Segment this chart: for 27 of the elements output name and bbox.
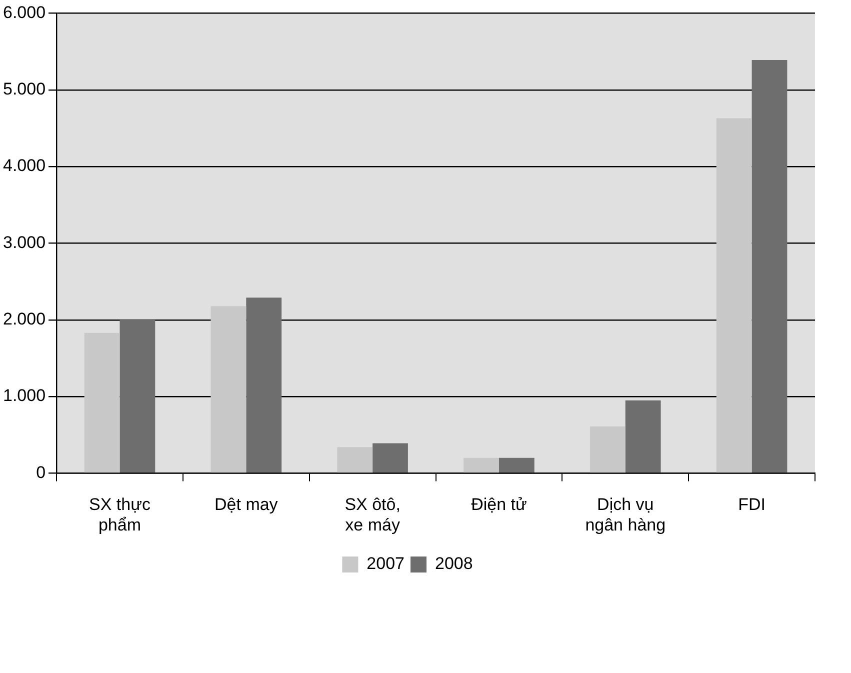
bar (464, 458, 499, 473)
bar (210, 306, 246, 473)
bar (498, 458, 534, 473)
x-tick-label: SX ôtô, xe máy (344, 495, 400, 534)
y-tick-label: 3.000 (2, 232, 46, 252)
x-tick-label: Điện tử (471, 495, 527, 514)
y-tick-label: 1.000 (2, 386, 46, 406)
bar (590, 426, 626, 473)
y-tick-label: 5.000 (2, 80, 46, 99)
bar (372, 443, 408, 473)
bar (337, 447, 373, 473)
bar (246, 298, 282, 473)
bar (120, 319, 156, 473)
y-tick-label: 4.000 (2, 156, 46, 176)
y-tick-label: 2.000 (2, 310, 46, 329)
bar (752, 60, 788, 473)
bar (625, 400, 661, 473)
legend-label: 2008 (435, 554, 473, 574)
x-tick-label: Dệt may (214, 495, 278, 514)
x-tick-label: SX thực phẩm (89, 495, 151, 534)
y-tick-label: 6.000 (2, 2, 46, 22)
bar (84, 332, 120, 473)
bar (716, 118, 752, 473)
y-tick-label: 0 (36, 462, 46, 482)
x-tick-label: FDI (738, 495, 766, 514)
x-tick-label: Dịch vụ ngân hàng (585, 495, 666, 534)
legend-label: 2007 (366, 554, 405, 574)
